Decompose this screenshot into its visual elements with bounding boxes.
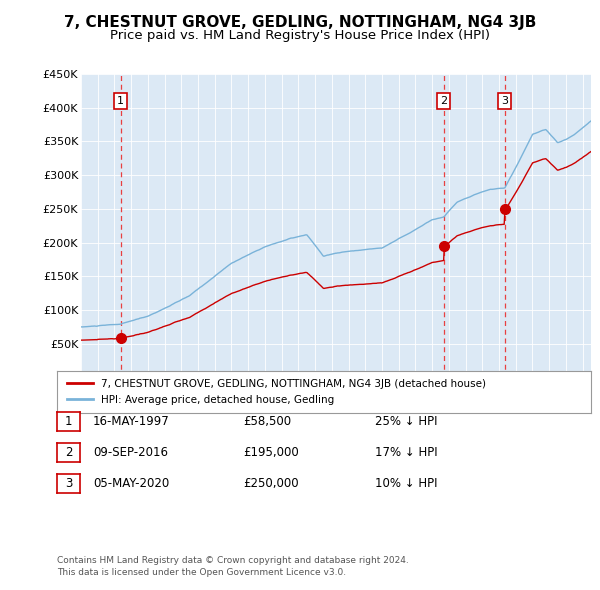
Text: 05-MAY-2020: 05-MAY-2020 [93, 477, 169, 490]
Text: Price paid vs. HM Land Registry's House Price Index (HPI): Price paid vs. HM Land Registry's House … [110, 30, 490, 42]
Text: 2: 2 [440, 96, 447, 106]
Text: 10% ↓ HPI: 10% ↓ HPI [375, 477, 437, 490]
Text: 17% ↓ HPI: 17% ↓ HPI [375, 446, 437, 459]
Text: Contains HM Land Registry data © Crown copyright and database right 2024.
This d: Contains HM Land Registry data © Crown c… [57, 556, 409, 577]
Text: 1: 1 [65, 415, 72, 428]
Text: £195,000: £195,000 [243, 446, 299, 459]
Legend: 7, CHESTNUT GROVE, GEDLING, NOTTINGHAM, NG4 3JB (detached house), HPI: Average p: 7, CHESTNUT GROVE, GEDLING, NOTTINGHAM, … [62, 375, 490, 409]
Text: 25% ↓ HPI: 25% ↓ HPI [375, 415, 437, 428]
Text: £58,500: £58,500 [243, 415, 291, 428]
Text: 2: 2 [65, 446, 72, 459]
Text: 16-MAY-1997: 16-MAY-1997 [93, 415, 170, 428]
Text: 1: 1 [117, 96, 124, 106]
Text: 09-SEP-2016: 09-SEP-2016 [93, 446, 168, 459]
Text: 3: 3 [501, 96, 508, 106]
Text: 3: 3 [65, 477, 72, 490]
Text: 7, CHESTNUT GROVE, GEDLING, NOTTINGHAM, NG4 3JB: 7, CHESTNUT GROVE, GEDLING, NOTTINGHAM, … [64, 15, 536, 30]
Text: £250,000: £250,000 [243, 477, 299, 490]
